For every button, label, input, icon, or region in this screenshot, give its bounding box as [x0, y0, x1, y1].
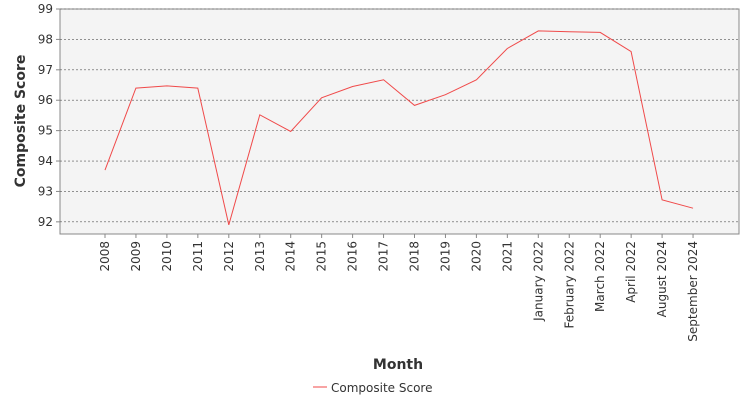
x-tick-label: March 2022: [593, 241, 607, 312]
series-layer: [104, 30, 694, 226]
x-tick-label: 2018: [408, 241, 422, 272]
x-tick-label: February 2022: [562, 241, 576, 329]
y-axis-ticks: 92 93 94 95 96 97 98 99: [38, 2, 60, 229]
x-tick-label: 2014: [284, 241, 298, 272]
x-tick-label: 2009: [129, 241, 143, 272]
x-tick-label: September 2024: [686, 241, 700, 342]
y-tick-label: 95: [38, 124, 53, 138]
y-tick-label: 96: [38, 93, 53, 107]
x-tick-label: January 2022: [531, 241, 545, 322]
x-tick-label: 2010: [160, 241, 174, 272]
x-tick-label: 2020: [469, 241, 483, 272]
y-tick-label: 98: [38, 32, 53, 46]
series-line-composite-score: [104, 30, 694, 226]
x-tick-label: 2013: [253, 241, 267, 272]
x-tick-label: 2021: [500, 241, 514, 272]
y-axis-title: Composite Score: [13, 55, 29, 188]
grid-lines: [60, 8, 739, 223]
y-tick-label: 99: [38, 2, 53, 16]
x-axis-ticks: 2008 2009 2010 2011 2012 2013 2014 2015 2016 2017…: [98, 234, 700, 342]
x-tick-label: 2015: [315, 241, 329, 272]
y-tick-label: 93: [38, 184, 53, 198]
x-tick-label: April 2022: [624, 241, 638, 303]
y-tick-label: 94: [38, 154, 53, 168]
plot-background: [59, 8, 740, 235]
x-tick-label: 2011: [191, 241, 205, 272]
x-axis-title: Month: [373, 357, 423, 373]
legend-label-composite-score: Composite Score: [331, 381, 432, 395]
y-tick-label: 92: [38, 215, 53, 229]
x-tick-label: 2016: [346, 241, 360, 272]
y-tick-label: 97: [38, 63, 53, 77]
x-tick-label: 2017: [377, 241, 391, 272]
x-tick-label: 2008: [98, 241, 112, 272]
x-tick-label: 2019: [438, 241, 452, 272]
x-tick-label: August 2024: [655, 241, 669, 317]
legend: Composite Score: [313, 381, 432, 395]
x-tick-label: 2012: [222, 241, 236, 272]
